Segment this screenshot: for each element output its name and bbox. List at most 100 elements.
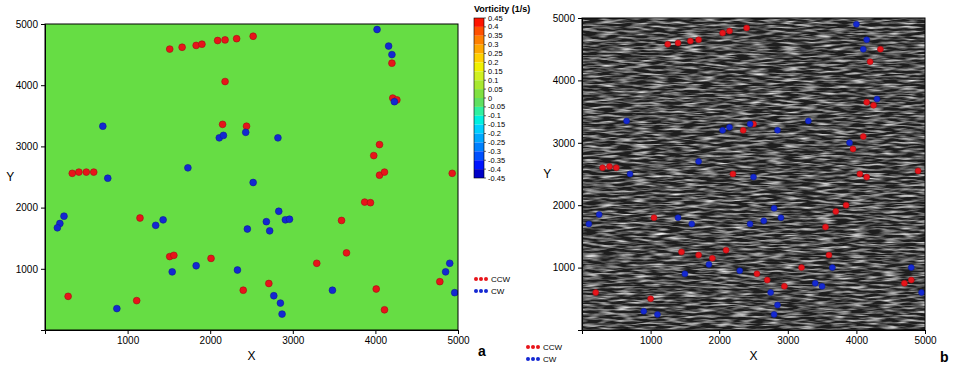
tick: 5000: [553, 13, 582, 24]
vortex-point: [726, 28, 732, 34]
tick-label: 4000: [553, 75, 576, 86]
vortex-point: [744, 25, 750, 31]
vortex-point: [606, 164, 612, 170]
colorbar-tick: [484, 62, 486, 63]
tick-mark: [719, 330, 720, 334]
vortex-point: [771, 205, 777, 211]
figure: 1000200030004000500010002000300040005000…: [0, 0, 957, 370]
tick-label: 2000: [553, 200, 576, 211]
tick: 5000: [447, 330, 470, 346]
panel-letter: b: [940, 349, 949, 365]
tick: 5000: [914, 330, 937, 346]
vortex-point: [250, 179, 257, 186]
vortex-point: [833, 208, 839, 214]
colorbar-tick: [484, 178, 486, 179]
points: [54, 26, 458, 317]
tick-label: 2000: [200, 335, 223, 346]
y-axis-title: Y: [6, 170, 14, 184]
panel: 1000200030004000500010002000300040005000…: [6, 4, 530, 363]
vortex-point: [857, 171, 863, 177]
vortex-point: [222, 78, 229, 85]
axis-line: [41, 25, 46, 331]
axis-line: [46, 331, 459, 335]
colorbar-tick-label: 0.25: [488, 49, 503, 58]
plot-frame: [45, 24, 458, 330]
colorbar-band: [474, 36, 484, 45]
vortex-point: [61, 213, 68, 220]
panel-letter: a: [478, 343, 486, 359]
vortex-point: [199, 41, 206, 48]
tick-mark: [210, 330, 211, 334]
legend-marker: [536, 345, 540, 349]
vortex-point: [678, 249, 684, 255]
legend-marker: [531, 345, 535, 349]
colorbar-tick: [484, 44, 486, 45]
vortex-point: [768, 290, 774, 296]
vortex-point: [243, 123, 250, 130]
colorbar-title: Vorticity (1/s): [474, 4, 530, 14]
legend-marker: [474, 289, 478, 293]
legend-marker: [474, 277, 478, 281]
legend-marker: [479, 289, 483, 293]
vortex-point: [279, 311, 286, 318]
y-axis: 10002000300040005000: [553, 13, 583, 331]
tick: 4000: [553, 75, 582, 86]
tick-mark: [41, 146, 45, 147]
vortex-point: [442, 268, 449, 275]
panel: 1000200030004000500010002000300040005000…: [526, 13, 949, 365]
vortex-point: [313, 260, 320, 267]
tick: 2000: [553, 200, 582, 211]
legend-marker: [526, 357, 530, 361]
colorbar-band: [474, 107, 484, 116]
vortex-point: [265, 280, 272, 287]
legend-label: CW: [543, 355, 557, 364]
vortex-point: [250, 33, 257, 40]
vortex-point: [747, 221, 753, 227]
colorbar-tick: [484, 18, 486, 19]
colorbar-tick-label: 0.35: [488, 31, 503, 40]
legend-marker: [536, 357, 540, 361]
vortex-point: [864, 37, 870, 43]
colorbar-tick: [484, 80, 486, 81]
vortex-point: [436, 278, 443, 285]
vortex-point: [761, 218, 767, 224]
tick-mark: [41, 24, 45, 25]
y-axis: 10002000300040005000: [16, 19, 46, 331]
tick: 2000: [200, 330, 223, 346]
colorbar-tick: [484, 53, 486, 54]
vortex-point: [374, 26, 381, 33]
vortex-point: [853, 21, 859, 27]
vortex-point: [805, 118, 811, 124]
colorbar-tick-label: 0.45: [488, 14, 503, 23]
vortex-point: [391, 98, 398, 105]
vortex-point: [275, 208, 282, 215]
colorbar-band: [474, 27, 484, 36]
tick-label: 2000: [709, 335, 732, 346]
legend: CCWCW: [526, 343, 563, 364]
tick-label: 3000: [16, 141, 39, 152]
vortex-point: [234, 267, 241, 274]
vortex-point: [389, 51, 396, 58]
vortex-point: [823, 224, 829, 230]
vortex-point: [277, 300, 284, 307]
vortex-point: [847, 140, 853, 146]
colorbar-band: [474, 125, 484, 134]
vortex-point: [696, 252, 702, 258]
vortex-point: [214, 37, 221, 44]
tick-label: 4000: [365, 335, 388, 346]
colorbar-band: [474, 142, 484, 151]
tick-mark: [856, 330, 857, 334]
vortex-point: [160, 216, 167, 223]
vortex-point: [244, 226, 251, 233]
colorbar-tick-label: -0.45: [488, 174, 505, 183]
vortex-point: [219, 121, 226, 128]
colorbar-tick-label: -0.1: [488, 111, 501, 120]
vortex-point: [343, 249, 350, 256]
legend-label: CCW: [491, 275, 511, 284]
vortex-point: [389, 60, 396, 67]
tick: 1000: [553, 262, 582, 273]
vortex-point: [446, 260, 453, 267]
colorbar-tick: [484, 98, 486, 99]
colorbar-tick: [484, 160, 486, 161]
tick-label: 5000: [447, 335, 470, 346]
